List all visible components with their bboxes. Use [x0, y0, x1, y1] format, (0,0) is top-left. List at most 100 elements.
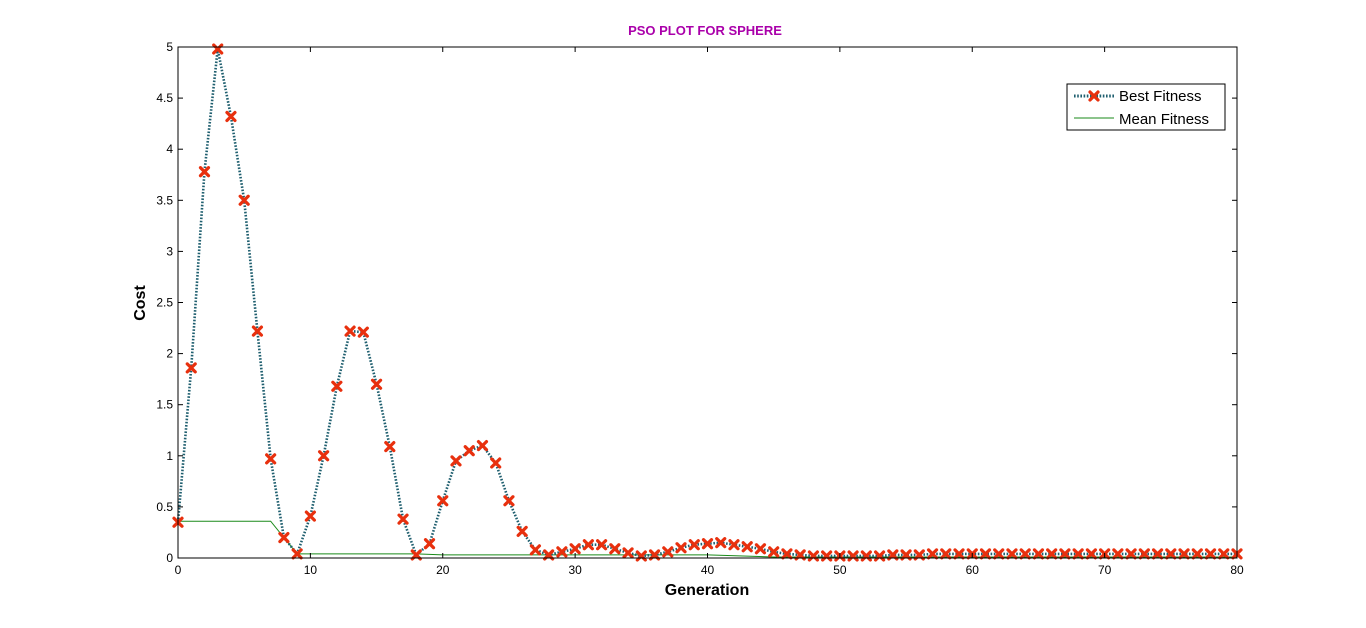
data-point: [556, 546, 568, 558]
data-point: [1165, 548, 1177, 560]
data-point: [463, 445, 475, 457]
data-point: [821, 550, 833, 562]
data-point: [304, 510, 316, 522]
data-point: [1085, 548, 1097, 560]
legend-label-mean-fitness: Mean Fitness: [1119, 111, 1209, 128]
y-tick-label: 0.5: [156, 500, 173, 514]
data-point: [1125, 548, 1137, 560]
data-point: [278, 531, 290, 544]
series-line-mean-fitness: [178, 520, 1237, 558]
data-point: [490, 457, 502, 469]
y-tick-label: 1.5: [156, 398, 173, 412]
data-point: [238, 194, 250, 206]
data-point: [715, 537, 727, 549]
x-tick-label: 80: [1230, 563, 1244, 577]
data-point: [185, 362, 197, 374]
data-point: [476, 439, 489, 452]
data-point: [225, 110, 237, 123]
markers-best-fitness: [172, 43, 1243, 562]
data-point: [357, 326, 369, 338]
data-point: [1138, 548, 1150, 560]
x-tick-label: 70: [1098, 563, 1112, 577]
data-point: [423, 538, 436, 550]
data-point: [569, 543, 581, 555]
x-tick-label: 30: [568, 563, 582, 577]
data-point: [728, 539, 740, 551]
data-point: [847, 550, 859, 562]
data-point: [265, 453, 277, 465]
data-point: [318, 450, 330, 462]
x-tick-label: 20: [436, 563, 450, 577]
y-tick-label: 1: [166, 449, 173, 463]
data-point: [1204, 548, 1217, 560]
data-point: [807, 550, 820, 562]
data-point: [516, 525, 528, 538]
legend-x-marker: [1088, 90, 1100, 102]
y-tick-label: 4: [166, 142, 173, 156]
y-tick-label: 2.5: [156, 296, 173, 310]
data-point: [873, 550, 886, 562]
data-point: [768, 546, 780, 558]
data-point: [1046, 548, 1058, 560]
data-point: [1151, 548, 1164, 560]
data-point: [1112, 548, 1124, 560]
data-point: [1178, 548, 1190, 560]
data-point: [291, 548, 303, 560]
data-point: [926, 548, 939, 560]
data-point: [198, 166, 211, 178]
data-point: [622, 547, 634, 559]
data-point: [251, 325, 264, 337]
data-point: [503, 495, 515, 507]
data-point: [1191, 548, 1203, 560]
data-point: [529, 544, 542, 556]
data-point: [1006, 548, 1018, 560]
data-point: [1218, 548, 1230, 560]
data-point: [979, 548, 992, 560]
data-point: [331, 380, 343, 392]
data-point: [212, 43, 224, 55]
data-point: [582, 539, 594, 551]
y-tick-label: 0: [166, 551, 173, 565]
data-point: [993, 548, 1005, 560]
data-point: [953, 548, 965, 560]
x-tick-label: 60: [966, 563, 980, 577]
data-point: [344, 325, 356, 337]
x-tick-label: 50: [833, 563, 847, 577]
y-tick-label: 5: [166, 40, 173, 54]
y-tick-label: 2: [166, 347, 173, 361]
data-point: [688, 539, 700, 551]
data-point: [1019, 548, 1031, 560]
legend-box: [1066, 83, 1226, 131]
data-point: [635, 550, 647, 562]
data-point: [940, 548, 952, 560]
data-point: [781, 548, 793, 560]
data-point: [384, 441, 396, 453]
legend: Best Fitness Mean Fitness: [1066, 83, 1226, 131]
legend-marker-best-fitness: [1088, 90, 1100, 102]
data-point: [397, 513, 409, 525]
data-point: [741, 541, 753, 553]
legend-label-best-fitness: Best Fitness: [1119, 88, 1202, 105]
y-tick-label: 4.5: [156, 91, 173, 105]
data-point: [1072, 548, 1084, 560]
x-tick-label: 40: [701, 563, 715, 577]
data-point: [1032, 548, 1045, 560]
data-point: [675, 542, 687, 554]
data-point: [662, 546, 674, 558]
data-point: [609, 543, 621, 555]
data-point: [1059, 548, 1071, 560]
y-tick-label: 3: [166, 244, 173, 258]
y-axis-title: Cost: [132, 285, 149, 321]
data-point: [595, 539, 608, 551]
y-tick-label: 3.5: [156, 193, 173, 207]
x-tick-label: 0: [175, 563, 182, 577]
data-point: [450, 455, 462, 467]
data-point: [370, 378, 383, 390]
x-tick-label: 10: [304, 563, 318, 577]
data-point: [860, 550, 872, 562]
data-point: [701, 538, 714, 550]
x-axis-title: Generation: [665, 582, 749, 599]
chart-title: PSO PLOT FOR SPHERE: [628, 23, 782, 38]
